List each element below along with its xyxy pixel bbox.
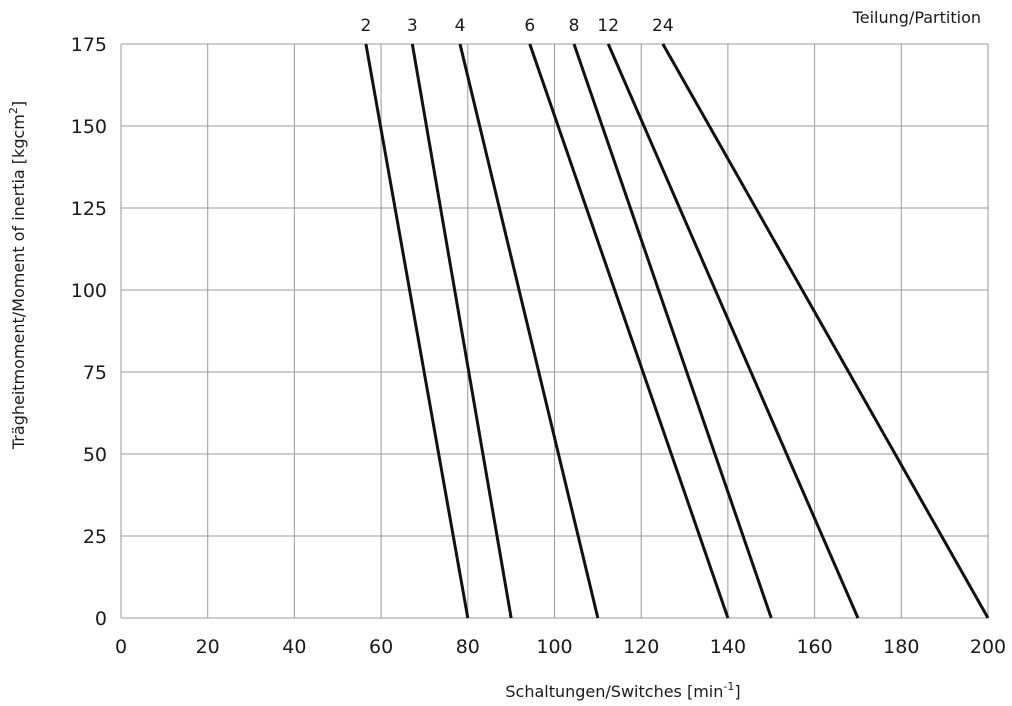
partition-label-12: 12 — [597, 16, 619, 36]
legend-title: Teilung/Partition — [852, 8, 981, 27]
grid-lines — [120, 43, 989, 619]
partition-labels: 2 3 4 6 8 12 24 — [361, 16, 674, 36]
series-line-partition-2 — [364, 43, 470, 619]
series-lines — [364, 43, 990, 619]
y-tick-label: 75 — [83, 362, 107, 384]
y-tick-label: 175 — [71, 34, 107, 56]
x-tick-label: 140 — [710, 636, 746, 658]
y-tick-label: 50 — [83, 444, 107, 466]
x-axis-title: Schaltungen/Switches [min-1] — [505, 680, 740, 701]
x-axis-title-sup: -1 — [723, 680, 734, 693]
y-tick-label: 125 — [71, 198, 107, 220]
partition-label-8: 8 — [569, 16, 580, 36]
y-tick-label: 0 — [95, 608, 107, 630]
partition-label-6: 6 — [524, 16, 535, 36]
x-tick-label: 200 — [970, 636, 1006, 658]
y-axis-title-base: Trägheitmoment/Moment of inertia [kgcm — [9, 114, 28, 450]
series-line-partition-6 — [528, 43, 730, 619]
series-line-partition-12 — [606, 43, 860, 619]
x-axis-title-close: ] — [734, 682, 740, 701]
x-tick-label: 80 — [456, 636, 480, 658]
y-tick-label: 25 — [83, 526, 107, 548]
x-tick-label: 100 — [536, 636, 572, 658]
x-tick-label: 120 — [623, 636, 659, 658]
y-axis-title-sup: 2 — [7, 107, 20, 114]
series-line-partition-24 — [661, 43, 990, 619]
series-line-partition-3 — [410, 43, 513, 619]
x-tick-labels: 0 20 40 60 80 100 120 140 160 180 200 — [115, 636, 1006, 658]
y-tick-labels: 0 25 50 75 100 125 150 175 — [71, 34, 107, 630]
x-tick-label: 160 — [796, 636, 832, 658]
y-tick-label: 100 — [71, 280, 107, 302]
partition-label-3: 3 — [407, 16, 418, 36]
y-tick-label: 150 — [71, 116, 107, 138]
partition-label-24: 24 — [652, 16, 674, 36]
x-tick-label: 20 — [196, 636, 220, 658]
y-axis-title-close: ] — [9, 101, 28, 107]
x-tick-label: 180 — [883, 636, 919, 658]
series-line-partition-8 — [572, 43, 773, 619]
partition-label-2: 2 — [361, 16, 372, 36]
partition-label-4: 4 — [455, 16, 466, 36]
series-line-partition-4 — [458, 43, 600, 619]
x-tick-label: 60 — [369, 636, 393, 658]
x-tick-label: 0 — [115, 636, 127, 658]
x-axis-title-base: Schaltungen/Switches [min — [505, 682, 723, 701]
x-tick-label: 40 — [282, 636, 306, 658]
y-axis-title: Trägheitmoment/Moment of inertia [kgcm2] — [7, 101, 28, 450]
